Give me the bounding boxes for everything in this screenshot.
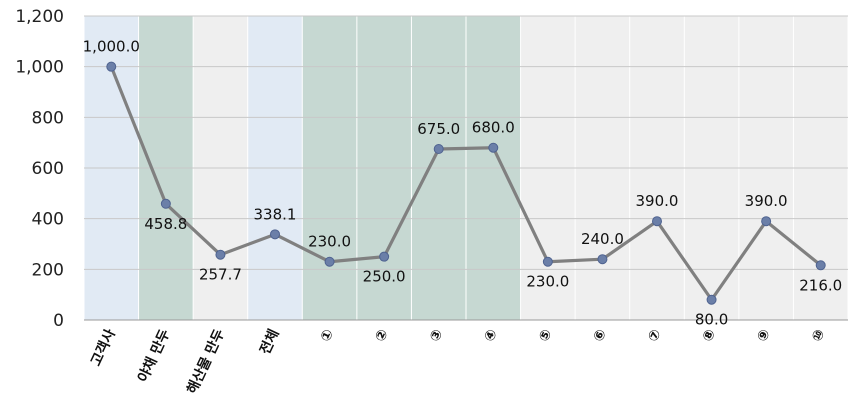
data-point — [160, 198, 171, 209]
data-label: 675.0 — [417, 120, 460, 138]
data-label: 216.0 — [799, 276, 842, 294]
x-axis: 고객사 야채 만두 해산물 만두 전체 ① ② ③ ④ ⑤ ⑥ ⑦ ⑧ ⑨ ⑩ — [87, 326, 828, 396]
series-line — [109, 66, 822, 302]
data-label: 680.0 — [472, 119, 515, 137]
data-point — [433, 144, 444, 154]
data-point — [815, 260, 826, 271]
data-label: 80.0 — [695, 311, 728, 329]
x-tick-label: 고객사 — [87, 326, 119, 368]
data-label: 230.0 — [526, 273, 569, 291]
x-tick-label: ① — [318, 327, 338, 345]
x-tick-label: ⑤ — [536, 327, 556, 345]
data-label: 390.0 — [745, 192, 788, 210]
x-tick-label: 해산물 만두 — [183, 326, 228, 396]
series-group — [106, 61, 826, 305]
data-label: 1,000.0 — [83, 38, 140, 56]
x-tick-label: ⑨ — [754, 327, 774, 345]
data-label: 458.8 — [144, 215, 187, 233]
data-point — [379, 251, 390, 262]
y-axis: 0 200 400 600 800 1,000 1,200 — [15, 7, 64, 331]
data-point — [761, 216, 772, 227]
x-tick-label: ⑧ — [700, 327, 720, 345]
x-tick-label: ⑦ — [645, 327, 665, 345]
y-tick-label: 1,200 — [15, 7, 64, 27]
x-tick-label: ③ — [427, 327, 447, 345]
data-point — [270, 229, 280, 240]
y-tick-label: 600 — [32, 159, 64, 179]
y-tick-label: 200 — [32, 260, 64, 280]
x-tick-label: ④ — [481, 327, 501, 345]
data-label: 338.1 — [254, 205, 297, 223]
y-tick-label: 0 — [53, 311, 64, 331]
data-point — [652, 216, 662, 227]
y-tick-label: 800 — [32, 108, 64, 128]
data-point — [597, 254, 608, 265]
data-label: 230.0 — [308, 233, 351, 251]
data-point — [215, 249, 226, 260]
data-point — [542, 256, 553, 267]
y-tick-label: 1,000 — [15, 58, 64, 78]
data-label: 390.0 — [636, 192, 679, 210]
data-point — [106, 61, 117, 72]
x-tick-label: ⑩ — [809, 327, 829, 345]
data-label: 240.0 — [581, 230, 624, 248]
x-tick-label: 전체 — [256, 327, 282, 358]
data-label: 257.7 — [199, 266, 242, 284]
data-point — [706, 294, 717, 305]
y-tick-label: 400 — [32, 210, 64, 230]
data-point — [324, 256, 335, 267]
data-label: 250.0 — [363, 268, 406, 286]
x-tick-label: 야채 만두 — [134, 326, 173, 384]
gridlines — [84, 15, 848, 321]
data-labels: 1,000.0 458.8 257.7 338.1 230.0 250.0 675.0 680… — [83, 38, 843, 329]
x-tick-label: ⑥ — [591, 327, 611, 345]
data-point — [488, 142, 499, 153]
x-tick-label: ② — [372, 327, 392, 345]
